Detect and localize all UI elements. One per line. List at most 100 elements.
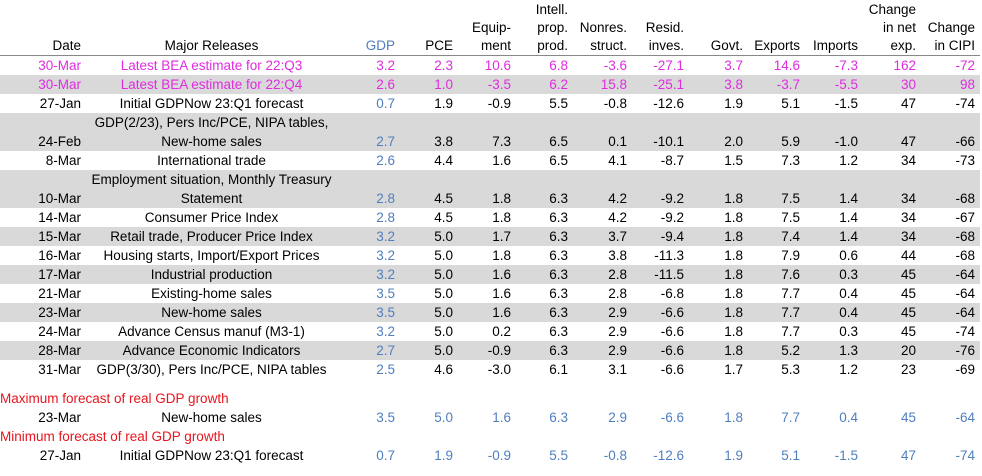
cell-nonres-struct: -3.6 <box>603 57 627 73</box>
cell-govt: 1.8 <box>689 169 748 208</box>
cell-govt: 2.0 <box>689 112 748 151</box>
cell-imports: 0.3 <box>805 264 863 284</box>
header-change-cipi: Change in CIPI <box>921 0 980 56</box>
cell-exports: 7.3 <box>781 152 800 168</box>
cell-major-releases: Advance Census manuf (M3-1) <box>118 323 305 339</box>
cell-govt: 1.8 <box>689 226 748 246</box>
cell-change-net-exp: 45 <box>900 285 916 301</box>
cell-nonres-struct: 2.9 <box>573 340 632 360</box>
cell-imports: -5.5 <box>805 74 863 94</box>
cell-gdp: 0.7 <box>376 447 395 463</box>
cell-intell-prop: 6.3 <box>549 323 568 339</box>
cell-change-net-exp: 47 <box>900 447 916 463</box>
cell-intell-prop: 6.2 <box>516 74 573 94</box>
cell-resid-inves: -8.7 <box>660 152 684 168</box>
cell-change-cipi: -64 <box>955 409 975 425</box>
cell-gdp: 2.7 <box>337 340 400 360</box>
cell-resid-inves: -6.6 <box>632 340 689 360</box>
cell-date: 27-Jan <box>39 447 81 463</box>
cell-date: 24-Feb <box>0 112 86 151</box>
cell-gdp: 3.5 <box>337 302 400 322</box>
cell-major-releases: Housing starts, Import/Export Prices <box>103 247 320 263</box>
cell-resid-inves: -9.2 <box>632 169 689 208</box>
cell-equipment: 7.3 <box>458 112 516 151</box>
table-row: 24-Mar Advance Census manuf (M3-1) 3.2 5.0 0… <box>0 322 980 341</box>
cell-exports: 5.1 <box>781 95 800 111</box>
cell-gdp: 3.2 <box>376 247 395 263</box>
cell-imports: 0.4 <box>839 285 858 301</box>
cell-change-cipi: -68 <box>955 247 975 263</box>
cell-change-cipi: -74 <box>955 95 975 111</box>
cell-major-releases: New-home sales <box>86 302 337 322</box>
cell-change-cipi: -72 <box>955 57 975 73</box>
cell-resid-inves: -25.1 <box>632 74 689 94</box>
cell-intell-prop: 6.3 <box>516 226 573 246</box>
cell-exports: 7.4 <box>748 226 805 246</box>
cell-resid-inves: -12.6 <box>653 447 684 463</box>
cell-major-releases: New-home sales <box>161 409 262 425</box>
cell-major-releases: Retail trade, Producer Price Index <box>86 226 337 246</box>
table-row: 24-Feb GDP(2/23), Pers Inc/PCE, NIPA tabl… <box>0 112 980 151</box>
cell-imports: 0.6 <box>839 247 858 263</box>
cell-change-net-exp: 34 <box>900 152 916 168</box>
cell-resid-inves: -6.8 <box>660 285 684 301</box>
cell-pce: 5.0 <box>434 285 453 301</box>
cell-pce: 4.5 <box>434 209 453 225</box>
cell-equipment: 1.6 <box>492 152 511 168</box>
cell-intell-prop: 5.5 <box>549 95 568 111</box>
cell-date: 30-Mar <box>38 57 81 73</box>
cell-change-net-exp: 47 <box>863 112 921 151</box>
cell-gdp: 2.5 <box>376 361 395 377</box>
cell-imports: -1.0 <box>805 112 863 151</box>
header-change-net-exp: Change in net exp. <box>863 0 921 56</box>
cell-imports: 1.2 <box>839 152 858 168</box>
cell-gdp: 2.6 <box>376 152 395 168</box>
cell-date: 17-Mar <box>0 264 86 284</box>
cell-imports: 1.3 <box>805 340 863 360</box>
cell-nonres-struct: 3.8 <box>608 247 627 263</box>
table-row: 15-Mar Retail trade, Producer Price Index… <box>0 226 980 246</box>
cell-date: 16-Mar <box>38 247 81 263</box>
cell-date: 24-Mar <box>38 323 81 339</box>
cell-change-cipi: -74 <box>955 447 975 463</box>
cell-pce: 1.9 <box>434 95 453 111</box>
cell-equipment: 1.8 <box>458 169 516 208</box>
cell-imports: -7.3 <box>834 57 858 73</box>
table-row: 27-Jan Initial GDPNow 23:Q1 forecast 0.7 1.… <box>0 94 980 113</box>
cell-change-cipi: -68 <box>921 169 980 208</box>
cell-change-net-exp: 34 <box>900 209 916 225</box>
cell-nonres-struct: 3.1 <box>608 361 627 377</box>
header-nonres-struct: Nonres. struct. <box>573 0 632 56</box>
cell-govt: 1.8 <box>724 323 743 339</box>
cell-pce: 2.3 <box>434 57 453 73</box>
cell-equipment: -3.5 <box>458 74 516 94</box>
cell-date: 31-Mar <box>38 361 81 377</box>
cell-exports: 7.7 <box>781 323 800 339</box>
cell-nonres-struct: -0.8 <box>603 447 627 463</box>
cell-intell-prop: 6.8 <box>549 57 568 73</box>
cell-gdp: 2.7 <box>337 112 400 151</box>
header-imports: Imports <box>805 0 863 56</box>
cell-equipment: 0.2 <box>492 323 511 339</box>
cell-exports: 5.1 <box>781 447 800 463</box>
table-row: 8-Mar International trade 2.6 4.4 1.6 6.5 4.1 -… <box>0 151 980 170</box>
table-row: 14-Mar Consumer Price Index 2.8 4.5 1.8 6.3 4.… <box>0 208 980 227</box>
cell-major-releases: Consumer Price Index <box>144 209 279 225</box>
cell-date: 21-Mar <box>38 285 81 301</box>
cell-pce: 4.5 <box>400 169 458 208</box>
cell-gdp: 3.2 <box>337 264 400 284</box>
cell-imports: 1.4 <box>805 226 863 246</box>
cell-gdp: 3.2 <box>376 57 395 73</box>
cell-date: 14-Mar <box>38 209 81 225</box>
cell-pce: 5.0 <box>400 302 458 322</box>
cell-resid-inves: -6.6 <box>660 323 684 339</box>
header-major-releases: Major Releases <box>86 0 337 56</box>
cell-nonres-struct: 3.7 <box>573 226 632 246</box>
cell-exports: 7.5 <box>748 169 805 208</box>
cell-intell-prop: 6.3 <box>549 247 568 263</box>
cell-change-cipi: -69 <box>955 361 975 377</box>
cell-exports: 7.6 <box>748 264 805 284</box>
cell-date: 27-Jan <box>39 95 81 111</box>
cell-imports: 0.4 <box>839 409 858 425</box>
cell-major-releases: Initial GDPNow 23:Q1 forecast <box>119 447 304 463</box>
